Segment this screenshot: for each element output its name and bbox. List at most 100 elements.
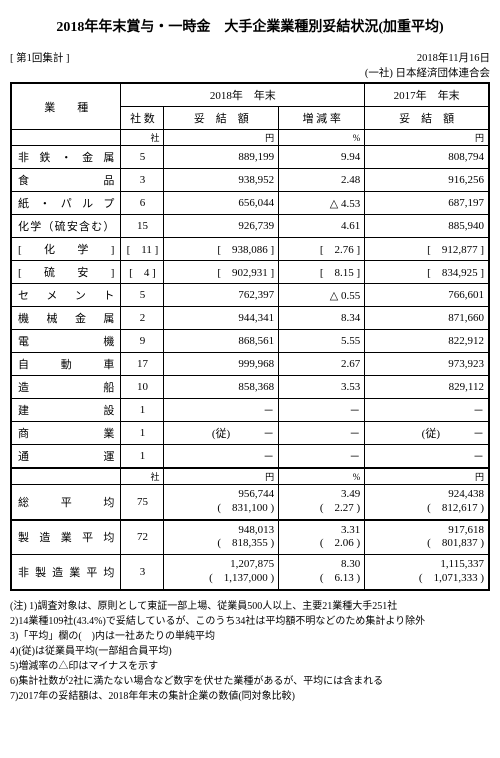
cell-amount: 656,044 [164, 192, 279, 215]
col-industry: 業 種 [11, 83, 121, 130]
cell-industry: 機械金属 [11, 307, 121, 330]
cell-count: 3 [121, 169, 164, 192]
cell-industry: 食品 [11, 169, 121, 192]
cell-amount: 926,739 [164, 215, 279, 238]
cell-count: 1 [121, 422, 164, 445]
cell-amount2: [ 912,877 ] [365, 238, 489, 261]
nonmfg-c: 3 [121, 555, 164, 590]
cell-industry: 非鉄・金属 [11, 146, 121, 169]
table-row: [ 化 学 ][ 11 ][ 938,086 ][ 2.76 ][ 912,87… [11, 238, 489, 261]
cell-industry: 通運 [11, 445, 121, 469]
cell-count: 2 [121, 307, 164, 330]
note-line: 4)(従)は従業員平均(一部組合員平均) [10, 644, 490, 659]
table-row: 機械金属2944,3418.34871,660 [11, 307, 489, 330]
cell-amount2: 687,197 [365, 192, 489, 215]
total-b: 924,438( 812,617 ) [365, 485, 489, 520]
cell-rate: 5.55 [279, 330, 365, 353]
total-name: 総平均 [11, 485, 121, 520]
cell-amount: 944,341 [164, 307, 279, 330]
unit-blank [11, 130, 121, 146]
mfg-a: 948,013( 818,355 ) [164, 520, 279, 555]
col-count: 社 数 [121, 107, 164, 130]
cell-rate: － [279, 399, 365, 422]
cell-amount: － [164, 445, 279, 469]
cell-rate: △ 0.55 [279, 284, 365, 307]
cell-count: 9 [121, 330, 164, 353]
total-r: 3.49( 2.27 ) [279, 485, 365, 520]
mfg-r: 3.31( 2.06 ) [279, 520, 365, 555]
table-row: 紙・パルプ6656,044△ 4.53687,197 [11, 192, 489, 215]
cell-amount: 858,368 [164, 376, 279, 399]
cell-count: 5 [121, 146, 164, 169]
cell-rate: 9.94 [279, 146, 365, 169]
table-row: 通運1－－－ [11, 445, 489, 469]
cell-industry: 自動車 [11, 353, 121, 376]
cell-rate: [ 8.15 ] [279, 261, 365, 284]
cell-amount2: 871,660 [365, 307, 489, 330]
notes: (注) 1)調査対象は、原則として東証一部上場、従業員500人以上、主要21業種… [10, 599, 490, 704]
cell-rate: 2.48 [279, 169, 365, 192]
cell-industry: 建設 [11, 399, 121, 422]
cell-industry: 商業 [11, 422, 121, 445]
note-line: 2)14業種109社(43.4%)で妥結しているが、このうち34社は平均額不明な… [10, 614, 490, 629]
cell-rate: 8.34 [279, 307, 365, 330]
cell-amount: 999,968 [164, 353, 279, 376]
cell-count: 15 [121, 215, 164, 238]
col-amount2: 妥 結 額 [365, 107, 489, 130]
note-line: (注) 1)調査対象は、原則として東証一部上場、従業員500人以上、主要21業種… [10, 599, 490, 614]
cell-amount: 762,397 [164, 284, 279, 307]
mfg-c: 72 [121, 520, 164, 555]
total-a: 956,744( 831,100 ) [164, 485, 279, 520]
col-2017: 2017年 年末 [365, 83, 489, 107]
table-row: 建設1－－－ [11, 399, 489, 422]
table-row: 化学（硫安含む）15926,7394.61885,940 [11, 215, 489, 238]
page-title: 2018年年末賞与・一時金 大手企業業種別妥結状況(加重平均) [10, 16, 490, 36]
cell-count: 6 [121, 192, 164, 215]
table-row: 食品3938,9522.48916,256 [11, 169, 489, 192]
cell-industry: 電機 [11, 330, 121, 353]
cell-industry: セメント [11, 284, 121, 307]
note-line: 7)2017年の妥結額は、2018年年末の集計企業の数値(同対象比較) [10, 689, 490, 704]
cell-amount2: 808,794 [365, 146, 489, 169]
cell-amount2: (従) － [365, 422, 489, 445]
cell-rate: － [279, 445, 365, 469]
row-total: 総平均 75 956,744( 831,100 ) 3.49( 2.27 ) 9… [11, 485, 489, 520]
cell-amount: － [164, 399, 279, 422]
total-c: 75 [121, 485, 164, 520]
cell-amount2: 822,912 [365, 330, 489, 353]
table-row: セメント5762,397△ 0.55766,601 [11, 284, 489, 307]
cell-amount: 868,561 [164, 330, 279, 353]
date: 2018年11月16日 [365, 50, 490, 65]
source: (一社) 日本経済団体連合会 [365, 65, 490, 80]
table-row: 造船10858,3683.53829,112 [11, 376, 489, 399]
table-row: 自動車17999,9682.67973,923 [11, 353, 489, 376]
cell-industry: [ 化 学 ] [11, 238, 121, 261]
cell-rate: △ 4.53 [279, 192, 365, 215]
cell-count: 10 [121, 376, 164, 399]
row-nonmfg: 非製造業平均 3 1,207,875( 1,137,000 ) 8.30( 6.… [11, 555, 489, 590]
cell-amount2: 973,923 [365, 353, 489, 376]
cell-rate: 4.61 [279, 215, 365, 238]
cell-amount: [ 902,931 ] [164, 261, 279, 284]
mfg-b: 917,618( 801,837 ) [365, 520, 489, 555]
cell-industry: 化学（硫安含む） [11, 215, 121, 238]
cell-amount2: 885,940 [365, 215, 489, 238]
cell-amount: (従) － [164, 422, 279, 445]
cell-count: 1 [121, 399, 164, 422]
cell-rate: [ 2.76 ] [279, 238, 365, 261]
cell-amount2: － [365, 399, 489, 422]
round-label: [ 第1回集計 ] [10, 50, 70, 80]
table-row: 非鉄・金属5889,1999.94808,794 [11, 146, 489, 169]
nonmfg-r: 8.30( 6.13 ) [279, 555, 365, 590]
cell-industry: 造船 [11, 376, 121, 399]
bonus-table: 業 種 2018年 年末 2017年 年末 社 数 妥 結 額 増 減 率 妥 … [10, 82, 490, 591]
table-row: 電機9868,5615.55822,912 [11, 330, 489, 353]
cell-count: 5 [121, 284, 164, 307]
col-2018: 2018年 年末 [121, 83, 365, 107]
cell-industry: [ 硫 安 ] [11, 261, 121, 284]
cell-amount2: 916,256 [365, 169, 489, 192]
cell-rate: 3.53 [279, 376, 365, 399]
cell-rate: － [279, 422, 365, 445]
cell-amount2: － [365, 445, 489, 469]
nonmfg-name: 非製造業平均 [11, 555, 121, 590]
